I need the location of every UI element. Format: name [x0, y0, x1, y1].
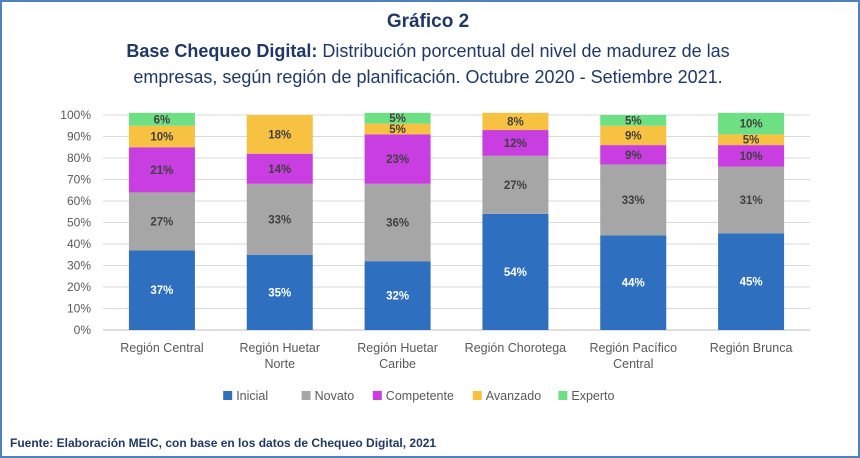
- bar-segment-inicial: [482, 213, 549, 330]
- bar-segment-inicial: [600, 235, 667, 330]
- legend-label: Avanzado: [486, 389, 541, 403]
- data-label: 21%: [150, 165, 173, 177]
- legend-label: Competente: [386, 389, 454, 403]
- legend-swatch-experto: [558, 391, 568, 400]
- y-tick-label: 30%: [67, 259, 91, 273]
- bar-segment-novato: [482, 155, 549, 214]
- data-label: 54%: [504, 267, 527, 279]
- legend-label: Inicial: [236, 389, 268, 403]
- y-tick-label: 70%: [67, 173, 91, 187]
- data-label: 23%: [386, 154, 409, 166]
- x-category-label: Región Central: [120, 341, 203, 355]
- bar-segment-avanzado: [482, 112, 549, 131]
- x-category-label: Región Chorotega: [465, 341, 567, 355]
- data-label: 35%: [268, 287, 291, 299]
- legend-swatch-inicial: [223, 391, 233, 400]
- bar-segment-avanzado: [600, 125, 667, 146]
- bar-segment-competente: [364, 134, 431, 184]
- data-label: 36%: [386, 218, 409, 230]
- bar-segment-novato: [246, 183, 313, 255]
- subtitle-line1: Distribución porcentual del nivel de mad…: [317, 41, 730, 61]
- y-tick-label: 20%: [67, 280, 91, 294]
- bar-segment-inicial: [246, 254, 313, 330]
- data-label: 37%: [150, 285, 173, 297]
- data-label: 18%: [268, 129, 291, 141]
- data-label: 6%: [154, 114, 171, 126]
- data-label: 44%: [622, 278, 645, 290]
- legend-swatch-novato: [301, 391, 311, 400]
- bar-segment-avanzado: [718, 134, 785, 146]
- y-tick-label: 90%: [67, 130, 91, 144]
- x-category-label: Región Brunca: [710, 341, 793, 355]
- data-label: 5%: [389, 124, 406, 136]
- y-tick-label: 0%: [74, 323, 92, 337]
- x-category-label: Región Huetar: [357, 341, 438, 355]
- subtitle-line2: empresas, según región de planificación.…: [133, 67, 723, 87]
- data-label: 5%: [625, 115, 642, 127]
- data-label: 8%: [507, 116, 524, 128]
- x-category-label: Norte: [264, 357, 295, 371]
- bar-segment-experto: [128, 112, 195, 126]
- data-label: 10%: [740, 119, 763, 131]
- bar-segment-novato: [364, 183, 431, 262]
- chart-title: Gráfico 2: [386, 11, 470, 32]
- subtitle-bold: Base Chequeo Digital:: [126, 41, 318, 61]
- data-label: 45%: [740, 277, 763, 289]
- data-label: 32%: [386, 291, 409, 303]
- data-label: 31%: [740, 195, 763, 207]
- data-label: 9%: [625, 130, 642, 142]
- bar-segment-competente: [718, 145, 785, 167]
- chart-header: Gráfico 2 Base Chequeo Digital: Distribu…: [0, 10, 856, 90]
- legend-label: Experto: [571, 389, 614, 403]
- x-category-label: Caribe: [379, 357, 416, 371]
- legend-swatch-competente: [372, 391, 382, 400]
- data-label: 5%: [743, 135, 760, 147]
- y-tick-label: 60%: [67, 194, 91, 208]
- x-category-label: Región Pacífico: [589, 341, 677, 355]
- legend-swatch-avanzado: [472, 391, 482, 400]
- data-label: 12%: [504, 138, 527, 150]
- bar-segment-avanzado: [128, 125, 195, 148]
- bar-segment-novato: [718, 166, 785, 234]
- bar-segment-competente: [482, 130, 549, 156]
- bar-segment-inicial: [364, 261, 431, 330]
- bar-segment-inicial: [128, 250, 195, 330]
- bar-segment-avanzado: [246, 115, 313, 154]
- y-tick-label: 80%: [67, 151, 91, 165]
- data-label: 9%: [625, 150, 642, 162]
- bar-segment-competente: [600, 145, 667, 165]
- y-tick-label: 100%: [60, 108, 91, 122]
- bar-segment-experto: [718, 112, 785, 135]
- y-tick-label: 50%: [67, 216, 91, 230]
- y-tick-label: 10%: [67, 302, 91, 316]
- data-label: 10%: [150, 132, 173, 144]
- bar-segment-novato: [600, 164, 667, 236]
- data-label: 33%: [622, 195, 645, 207]
- bar-segment-experto: [364, 112, 431, 124]
- legend-label: Novato: [315, 389, 355, 403]
- bar-segment-inicial: [718, 233, 785, 330]
- data-label: 27%: [150, 216, 173, 228]
- data-label: 33%: [268, 214, 291, 226]
- bar-segment-avanzado: [364, 123, 431, 135]
- chart-subtitle: Base Chequeo Digital: Distribución porce…: [0, 38, 856, 90]
- bar-segment-competente: [128, 147, 195, 193]
- bar-segment-experto: [600, 115, 667, 126]
- data-label: 5%: [389, 113, 406, 125]
- source-note: Fuente: Elaboración MEIC, con base en lo…: [10, 436, 437, 450]
- bar-segment-competente: [246, 153, 313, 184]
- y-tick-label: 40%: [67, 237, 91, 251]
- x-category-label: Región Huetar: [239, 341, 320, 355]
- data-label: 14%: [268, 164, 291, 176]
- data-label: 27%: [504, 180, 527, 192]
- data-label: 10%: [740, 151, 763, 163]
- bar-segment-novato: [128, 192, 195, 251]
- x-category-label: Central: [613, 357, 653, 371]
